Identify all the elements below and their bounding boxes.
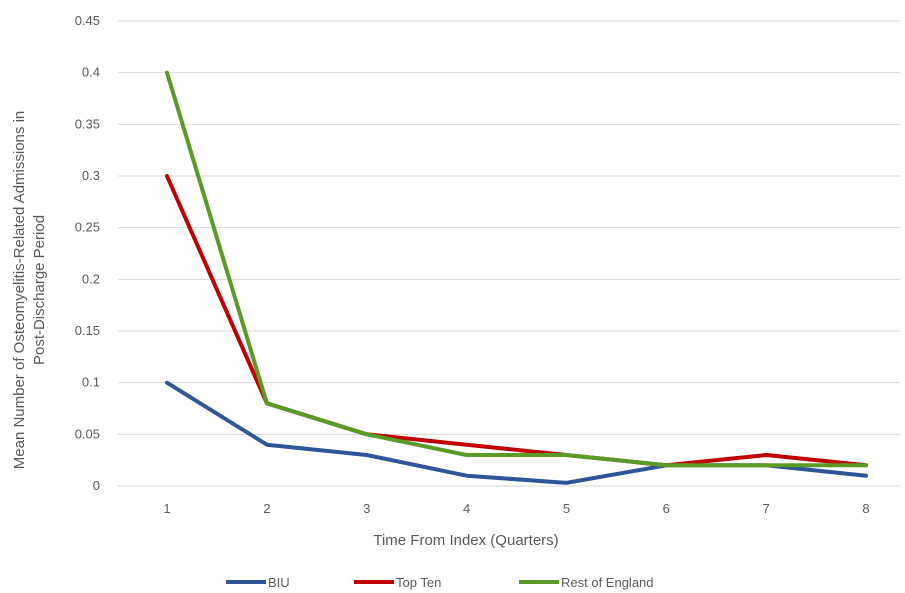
y-axis-title-line2: Post-Discharge Period [31,215,48,365]
x-tick-label: 2 [263,501,270,516]
y-tick-label: 0.35 [75,116,100,131]
legend-label-biu: BIU [268,575,290,590]
y-tick-label: 0.3 [82,168,100,183]
series-line-top-ten [165,174,868,468]
gridlines [118,20,900,487]
y-tick-label: 0.45 [75,13,100,28]
y-tick-label: 0.15 [75,323,100,338]
y-tick-label: 0.1 [82,375,100,390]
x-tick-label: 1 [163,501,170,516]
x-tick-label: 8 [862,501,869,516]
y-tick-label: 0.2 [82,271,100,286]
x-tick-label: 4 [463,501,470,516]
series-line-rest-of-england [165,70,868,468]
series-line-biu [165,380,868,485]
x-tick-label: 3 [363,501,370,516]
x-axis-title: Time From Index (Quarters) [373,532,558,549]
y-tick-label: 0.25 [75,220,100,235]
y-axis-title: Mean Number of Osteomyelitis-Related Adm… [11,111,48,469]
x-axis-ticks: 1 2 3 4 5 6 7 8 [163,501,869,516]
legend-label-rest-of-england: Rest of England [561,575,654,590]
x-tick-label: 6 [663,501,670,516]
x-tick-label: 7 [763,501,770,516]
legend: BIU Top Ten Rest of England [226,575,654,590]
legend-label-top-ten: Top Ten [396,575,441,590]
y-axis-ticks: 0 0.05 0.1 0.15 0.2 0.25 0.3 0.35 0.4 0.45 [75,13,100,493]
x-tick-label: 5 [563,501,570,516]
series-lines [165,70,868,485]
y-tick-label: 0 [93,478,100,493]
y-tick-label: 0.05 [75,426,100,441]
y-axis-title-line1: Mean Number of Osteomyelitis-Related Adm… [11,111,28,469]
y-tick-label: 0.4 [82,65,100,80]
